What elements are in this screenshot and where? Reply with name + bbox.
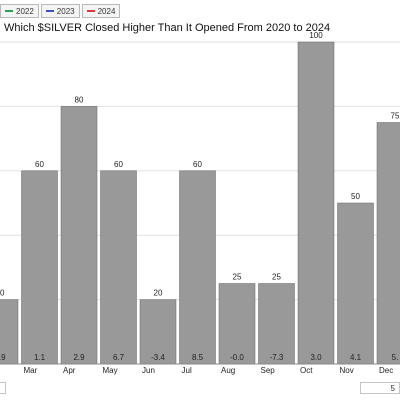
secondary-label: 2.9 — [73, 353, 85, 362]
legend-item-2022[interactable]: 2022 — [0, 4, 39, 18]
x-tick-label: Dec — [379, 366, 393, 375]
x-tick-label: Apr — [63, 366, 76, 375]
navigator-right-handle[interactable]: 5 — [360, 382, 400, 394]
value-label: 60 — [114, 160, 123, 169]
value-label: 80 — [75, 95, 84, 104]
bar-May — [100, 170, 137, 365]
secondary-label: -7.3 — [270, 353, 284, 362]
legend-label: 2022 — [16, 6, 34, 16]
value-label: 20 — [0, 289, 5, 298]
value-label: 60 — [193, 160, 202, 169]
secondary-label: 8.5 — [192, 353, 204, 362]
bar-Apr — [60, 106, 98, 365]
bar-Aug — [218, 283, 256, 365]
legend-swatch-icon — [45, 10, 54, 12]
secondary-label: 5. — [392, 353, 399, 362]
x-tick-label: Jun — [142, 366, 155, 375]
legend-swatch-icon — [5, 10, 13, 12]
legend-swatch-icon — [86, 10, 95, 12]
bar-Nov — [337, 202, 374, 365]
chart-title: Which $SILVER Closed Higher Than It Open… — [4, 22, 331, 34]
bar-Sep — [258, 283, 295, 365]
value-label: 100 — [309, 31, 323, 40]
value-label: 75 — [391, 112, 400, 121]
x-tick-label: Sep — [261, 366, 276, 375]
navigator-left-handle[interactable] — [0, 382, 6, 394]
bar-Dec — [376, 122, 400, 365]
x-tick-label: Oct — [300, 366, 313, 375]
value-label: 50 — [351, 192, 360, 201]
x-tick-label: Aug — [221, 366, 235, 375]
secondary-label: 4.1 — [350, 353, 362, 362]
secondary-label: 1.1 — [34, 353, 46, 362]
x-tick-label: Nov — [340, 366, 354, 375]
x-tick-label: Mar — [24, 366, 38, 375]
secondary-label: 6.7 — [113, 353, 125, 362]
x-tick-label: Jul — [182, 366, 192, 375]
secondary-label: 2.9 — [0, 353, 6, 362]
value-label: 20 — [154, 289, 163, 298]
secondary-label: -3.4 — [151, 353, 165, 362]
value-label: 25 — [272, 273, 281, 282]
bar-Jul — [179, 170, 216, 365]
legend-label: 2024 — [97, 6, 116, 16]
navigator-right-label: 5 — [390, 384, 395, 393]
secondary-label: 3.0 — [310, 353, 322, 362]
x-tick-label: May — [103, 366, 118, 375]
legend-item-2024[interactable]: 2024 — [81, 4, 121, 18]
bar-Feb — [0, 299, 19, 365]
bar-Jun — [139, 299, 177, 365]
value-label: 25 — [233, 273, 242, 282]
legend: 2022 2023 2024 — [0, 4, 121, 20]
value-label: 60 — [35, 160, 44, 169]
bar-Mar — [21, 170, 58, 365]
range-navigator: 5 — [0, 376, 400, 400]
legend-label: 2023 — [56, 6, 75, 16]
bar-Oct — [297, 41, 335, 365]
secondary-label: -0.0 — [230, 353, 244, 362]
legend-item-2023[interactable]: 2023 — [40, 4, 80, 18]
